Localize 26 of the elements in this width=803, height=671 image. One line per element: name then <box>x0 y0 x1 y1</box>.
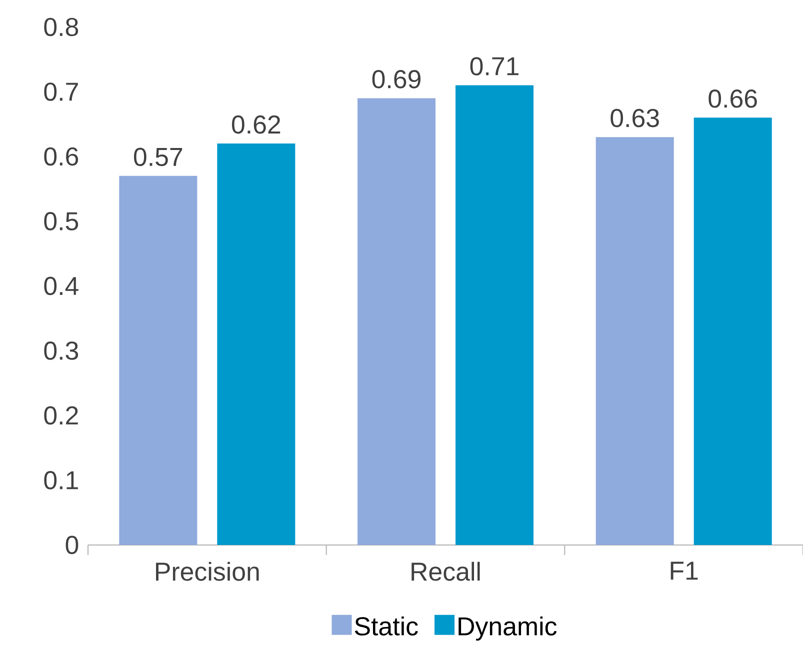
data-label: 0.66 <box>708 89 757 108</box>
bar <box>358 98 436 545</box>
y-tick-label: 0.8 <box>44 18 78 36</box>
bar <box>596 137 674 545</box>
y-tick-label: 0.2 <box>44 406 78 425</box>
bar <box>119 176 198 545</box>
data-label: 0.62 <box>232 115 280 134</box>
y-tick-label: 0.6 <box>44 147 78 166</box>
y-tick-label: 0.5 <box>44 212 78 230</box>
x-tick-label: Precision <box>156 562 259 581</box>
x-tick-label: F1 <box>670 562 698 580</box>
y-tick-label: 0.4 <box>44 276 78 296</box>
y-tick-label: 0.3 <box>44 342 78 360</box>
bar <box>217 144 296 545</box>
y-tick-label: 0 <box>66 536 78 554</box>
legend-label: Static <box>354 616 418 636</box>
bar <box>694 118 772 545</box>
bar <box>456 85 534 545</box>
x-tick-label: Recall <box>412 562 480 581</box>
data-label: 0.57 <box>134 148 182 166</box>
data-label: 0.69 <box>372 70 420 88</box>
data-label: 0.71 <box>470 57 518 76</box>
data-label: 0.63 <box>610 108 659 128</box>
y-tick-label: 0.7 <box>44 82 78 101</box>
legend-label: Dynamic <box>458 616 557 641</box>
y-tick-label: 0.1 <box>44 471 78 490</box>
